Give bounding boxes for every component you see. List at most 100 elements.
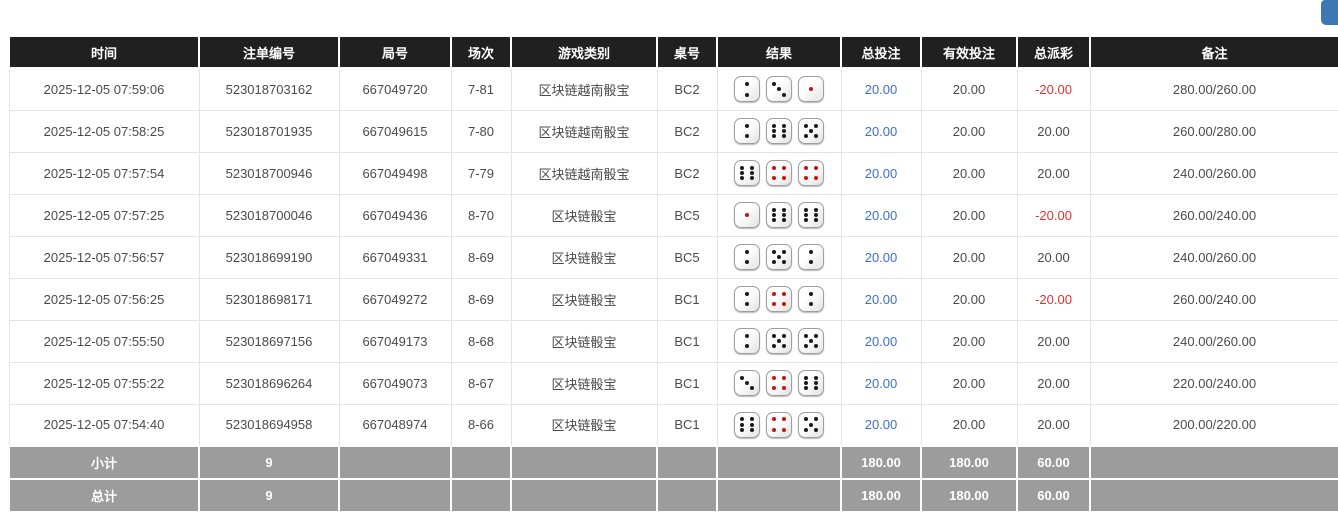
die-face-1	[734, 202, 760, 228]
die-pip	[744, 302, 749, 307]
scroll-top-button[interactable]	[1321, 0, 1338, 25]
cell-time: 2025-12-05 07:57:54	[8, 151, 200, 195]
table-row: 2025-12-05 07:57:54 523018700946 667049498…	[8, 151, 1338, 195]
cell-result	[716, 235, 842, 279]
footer-count: 9	[198, 445, 340, 480]
die-face-2	[734, 328, 760, 354]
die-pip-empty	[739, 92, 744, 97]
footer-empty-round-id	[338, 478, 452, 513]
die-pip	[814, 165, 819, 170]
cell-table-no: BC2	[656, 109, 718, 153]
cell-total-bet[interactable]: 20.00	[840, 235, 922, 279]
footer-valid-bet: 180.00	[920, 478, 1018, 513]
table-row: 2025-12-05 07:57:25 523018700046 667049436…	[8, 193, 1338, 237]
die-pip-empty	[814, 92, 819, 97]
die-pip	[771, 176, 776, 181]
cell-game-type: 区块链越南骰宝	[510, 67, 658, 111]
die-pip	[782, 92, 787, 97]
footer-total-bet: 180.00	[840, 478, 922, 513]
die-face-6	[798, 370, 824, 396]
die-pip-empty	[776, 386, 781, 391]
footer-empty-session	[450, 445, 512, 480]
cell-total-bet[interactable]: 20.00	[840, 277, 922, 321]
cell-total-bet[interactable]: 20.00	[840, 109, 922, 153]
column-header-remark: 备注	[1089, 35, 1338, 69]
die-pip	[814, 176, 819, 181]
die-pip-empty	[808, 176, 813, 181]
die-pip	[776, 87, 781, 92]
footer-empty-remark	[1089, 445, 1338, 480]
die-pip	[803, 134, 808, 139]
die-pip-empty	[776, 260, 781, 265]
cell-total-bet[interactable]: 20.00	[840, 361, 922, 405]
die-pip	[782, 128, 787, 133]
cell-round-id: 667048974	[338, 403, 452, 447]
die-pip	[808, 422, 813, 427]
die-pip	[744, 344, 749, 349]
die-pip	[808, 128, 813, 133]
cell-time: 2025-12-05 07:55:50	[8, 319, 200, 363]
cell-table-no: BC1	[656, 277, 718, 321]
die-pip-empty	[782, 380, 787, 385]
die-pip-empty	[750, 218, 755, 223]
die-pip	[771, 260, 776, 265]
cell-total-bet[interactable]: 20.00	[840, 67, 922, 111]
die-pip	[771, 386, 776, 391]
die-pip-empty	[814, 422, 819, 427]
cell-total-bet[interactable]: 20.00	[840, 193, 922, 237]
cell-remark: 260.00/280.00	[1089, 109, 1338, 153]
die-pip	[814, 386, 819, 391]
die-pip	[771, 428, 776, 433]
cell-session: 7-81	[450, 67, 512, 111]
die-pip	[782, 123, 787, 128]
cell-time: 2025-12-05 07:59:06	[8, 67, 200, 111]
die-pip-empty	[739, 260, 744, 265]
cell-remark: 240.00/260.00	[1089, 151, 1338, 195]
die-pip	[750, 386, 755, 391]
table-row: 2025-12-05 07:55:22 523018696264 667049073…	[8, 361, 1338, 405]
die-pip	[750, 428, 755, 433]
die-face-2	[798, 244, 824, 270]
die-pip	[750, 176, 755, 181]
die-pip	[782, 260, 787, 265]
die-pip	[771, 212, 776, 217]
footer-empty-table-no	[656, 445, 718, 480]
cell-valid-bet: 20.00	[920, 403, 1018, 447]
die-pip	[771, 81, 776, 86]
footer-label: 总计	[8, 478, 200, 513]
die-pip	[803, 375, 808, 380]
cell-total-payout: 20.00	[1016, 109, 1091, 153]
cell-total-bet[interactable]: 20.00	[840, 319, 922, 363]
die-pip	[739, 417, 744, 422]
table-row: 2025-12-05 07:55:50 523018697156 667049173…	[8, 319, 1338, 363]
cell-result	[716, 109, 842, 153]
die-pip	[803, 165, 808, 170]
cell-valid-bet: 20.00	[920, 193, 1018, 237]
cell-session: 7-80	[450, 109, 512, 153]
die-pip	[739, 170, 744, 175]
die-pip	[814, 428, 819, 433]
die-pip	[739, 428, 744, 433]
die-pip	[782, 207, 787, 212]
cell-bet-id: 523018701935	[198, 109, 340, 153]
cell-bet-id: 523018700046	[198, 193, 340, 237]
cell-total-bet[interactable]: 20.00	[840, 151, 922, 195]
cell-session: 8-68	[450, 319, 512, 363]
cell-total-bet[interactable]: 20.00	[840, 403, 922, 447]
die-face-5	[766, 244, 792, 270]
die-pip-empty	[782, 254, 787, 259]
die-pip-empty	[803, 260, 808, 265]
die-pip-empty	[776, 218, 781, 223]
cell-game-type: 区块链越南骰宝	[510, 151, 658, 195]
die-face-4	[766, 286, 792, 312]
die-pip	[782, 375, 787, 380]
die-pip-empty	[776, 134, 781, 139]
die-pip	[750, 170, 755, 175]
footer-empty-game-type	[510, 445, 658, 480]
die-face-3	[766, 76, 792, 103]
die-pip	[739, 375, 744, 380]
die-pip-empty	[739, 302, 744, 307]
cell-result	[716, 319, 842, 363]
die-pip-empty	[814, 302, 819, 307]
table-row: 2025-12-05 07:58:25 523018701935 667049615…	[8, 109, 1338, 153]
